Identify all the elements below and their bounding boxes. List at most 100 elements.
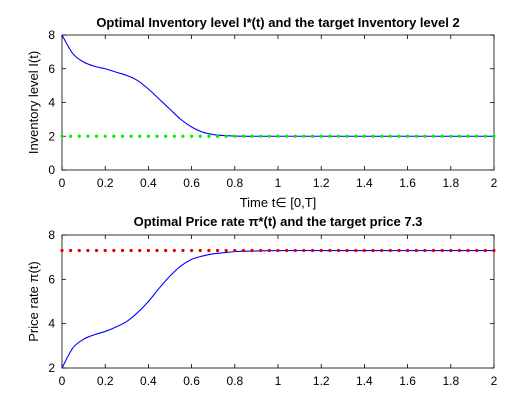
optimal-series-line bbox=[61, 249, 494, 369]
target-level-point bbox=[440, 248, 444, 253]
target-level-point bbox=[69, 134, 73, 138]
target-level-point bbox=[267, 248, 271, 253]
target-level-point bbox=[354, 134, 358, 138]
target-level-point bbox=[259, 134, 263, 138]
y-tick-label: 2 bbox=[48, 361, 55, 375]
y-axis-label: Inventory level I(t) bbox=[26, 51, 41, 154]
target-level-point bbox=[345, 248, 349, 253]
target-level-point bbox=[233, 248, 237, 253]
target-level-point bbox=[164, 248, 168, 253]
target-level-point bbox=[112, 134, 116, 138]
x-tick-label: 1.8 bbox=[442, 374, 459, 388]
target-level-point bbox=[302, 134, 306, 138]
target-level-point bbox=[492, 134, 496, 138]
target-level-point bbox=[380, 248, 384, 253]
target-level-point bbox=[492, 248, 496, 253]
x-tick-label: 1.8 bbox=[442, 176, 459, 190]
target-level-point bbox=[414, 134, 418, 138]
plot-frame bbox=[61, 234, 495, 369]
target-level-point bbox=[94, 134, 99, 138]
target-level-point bbox=[241, 248, 246, 253]
y-tick-label: 4 bbox=[48, 317, 55, 331]
target-level-point bbox=[77, 248, 81, 253]
optimal-series-line bbox=[61, 34, 494, 137]
target-level-point bbox=[276, 134, 280, 138]
target-level-point bbox=[380, 134, 384, 138]
target-level-point bbox=[319, 134, 323, 138]
target-level-point bbox=[423, 134, 427, 138]
target-level-point bbox=[103, 134, 107, 138]
target-level-point bbox=[310, 248, 315, 253]
y-tick-label: 8 bbox=[48, 228, 55, 242]
x-tick-label: 1.2 bbox=[313, 374, 330, 388]
target-level-point bbox=[466, 134, 470, 138]
target-level-point bbox=[457, 248, 462, 253]
x-axis-label: Time t∈ [0,T] bbox=[240, 195, 317, 210]
x-tick-label: 1 bbox=[275, 176, 282, 190]
target-level-point bbox=[138, 134, 142, 138]
x-tick-label: 0 bbox=[59, 374, 66, 388]
chart-title: Optimal Price rate π*(t) and the target … bbox=[134, 214, 423, 229]
y-tick-label: 8 bbox=[48, 28, 55, 42]
x-tick-label: 2 bbox=[491, 374, 498, 388]
target-level-point bbox=[423, 248, 427, 253]
target-level-point bbox=[293, 134, 297, 138]
target-level-point bbox=[449, 248, 453, 253]
target-level-point bbox=[207, 134, 211, 138]
y-axis-label: Price rate π(t) bbox=[26, 261, 41, 341]
x-tick-label: 0.2 bbox=[97, 374, 114, 388]
target-level-point bbox=[414, 248, 418, 253]
target-level-point bbox=[276, 248, 280, 253]
target-level-point bbox=[94, 248, 99, 253]
y-tick-label: 0 bbox=[48, 163, 55, 177]
x-tick-label: 0.2 bbox=[97, 176, 114, 190]
target-level-point bbox=[285, 134, 289, 138]
target-level-point bbox=[406, 248, 410, 253]
x-tick-label: 1.4 bbox=[356, 176, 373, 190]
chart-title: Optimal Inventory level I*(t) and the ta… bbox=[96, 15, 459, 30]
y-tick-label: 6 bbox=[48, 272, 55, 286]
target-level-point bbox=[224, 248, 228, 253]
target-level-point bbox=[483, 248, 487, 253]
plot-frame bbox=[61, 34, 495, 171]
target-level-point bbox=[362, 248, 366, 253]
target-level-point bbox=[77, 134, 81, 138]
target-level-point bbox=[86, 248, 90, 253]
target-level-point bbox=[483, 134, 487, 138]
price-chart: Optimal Price rate π*(t) and the target … bbox=[26, 214, 498, 388]
x-tick-label: 0.6 bbox=[183, 374, 200, 388]
target-level-point bbox=[172, 134, 176, 138]
target-level-point bbox=[103, 248, 107, 253]
x-tick-label: 2 bbox=[491, 176, 498, 190]
target-level-point bbox=[397, 248, 401, 253]
target-level-point bbox=[354, 248, 358, 253]
target-level-point bbox=[146, 134, 150, 138]
target-level-point bbox=[215, 134, 220, 138]
target-level-point bbox=[345, 134, 349, 138]
target-level-point bbox=[164, 134, 168, 138]
target-level-point bbox=[120, 134, 125, 138]
target-level-point bbox=[215, 248, 220, 253]
x-tick-label: 1.6 bbox=[399, 374, 416, 388]
target-level-point bbox=[224, 134, 228, 138]
target-level-point bbox=[336, 134, 341, 138]
x-tick-label: 0.4 bbox=[140, 176, 157, 190]
x-tick-label: 0.8 bbox=[226, 374, 243, 388]
target-level-point bbox=[466, 248, 470, 253]
target-level-point bbox=[397, 134, 401, 138]
target-level-point bbox=[250, 248, 254, 253]
target-level-point bbox=[155, 248, 159, 253]
target-level-point bbox=[241, 134, 246, 138]
target-level-point bbox=[328, 248, 332, 253]
target-level-point bbox=[475, 248, 479, 253]
target-level-point bbox=[181, 248, 185, 253]
target-level-point bbox=[319, 248, 323, 253]
target-level-point bbox=[190, 248, 194, 253]
x-tick-label: 0.4 bbox=[140, 374, 157, 388]
target-level-point bbox=[371, 134, 375, 138]
target-level-point bbox=[431, 248, 436, 253]
target-level-point bbox=[86, 134, 90, 138]
y-tick-label: 2 bbox=[48, 129, 55, 143]
target-level-point bbox=[112, 248, 116, 253]
